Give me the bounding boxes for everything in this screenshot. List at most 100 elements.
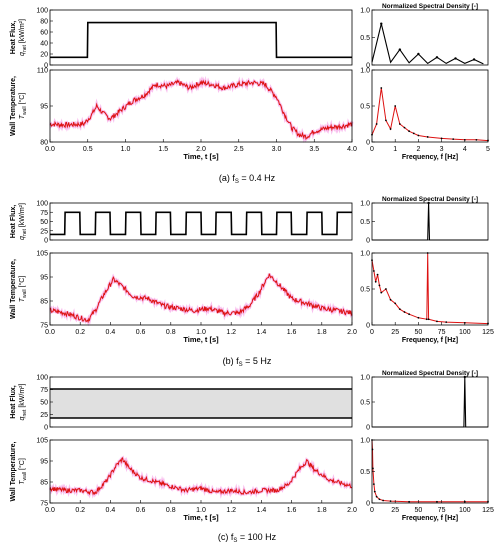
spectrum-top-series bbox=[372, 376, 488, 428]
x-tick-label: 4.0 bbox=[347, 146, 357, 153]
x-tick-label: 75 bbox=[438, 329, 446, 336]
heat-flux-panel: 0 25 50 75 100 Heat Flux, qnet [kW/m²] bbox=[10, 375, 353, 432]
spectrum-bottom-point bbox=[389, 500, 392, 503]
y-tick-label: 0.5 bbox=[360, 35, 370, 42]
spectrum-bottom-series bbox=[371, 439, 488, 503]
heat-flux-series bbox=[50, 21, 352, 59]
x-tick-label: 1 bbox=[393, 146, 397, 153]
spectrum-bottom-point bbox=[425, 318, 428, 321]
heat-flux-frame bbox=[49, 9, 353, 66]
spectrum-bottom-point bbox=[374, 280, 377, 283]
y-axis-label: Heat Flux, bbox=[10, 21, 17, 55]
y-tick-label: 95 bbox=[40, 275, 48, 282]
y-tick-label: 0 bbox=[366, 238, 370, 245]
y-tick-label: 75 bbox=[40, 501, 48, 508]
y-tick-label: 100 bbox=[36, 8, 48, 15]
y-tick-label: 1.0 bbox=[360, 375, 370, 382]
spectrum-top-frame bbox=[371, 376, 489, 428]
spectrum-bottom-point bbox=[475, 138, 478, 141]
y-tick-label: 25 bbox=[40, 412, 48, 419]
x-tick-label: 125 bbox=[482, 507, 494, 514]
spectrum-bottom-point bbox=[376, 273, 379, 276]
spectrum-x-axis-label: Frequency, f [Hz] bbox=[402, 515, 458, 522]
spectrum-bottom-point bbox=[417, 134, 420, 137]
x-tick-label: 1.2 bbox=[226, 507, 236, 514]
y-tick-label: 0 bbox=[366, 425, 370, 432]
x-tick-label: 50 bbox=[415, 329, 423, 336]
x-tick-label: 2 bbox=[416, 146, 420, 153]
spectrum-top-panel: 0 0.5 1.0 Normalized Spectral Density [-] bbox=[360, 370, 489, 432]
y-tick-label: 0.5 bbox=[360, 400, 370, 407]
x-tick-label: 0 bbox=[370, 329, 374, 336]
y-tick-label: 60 bbox=[40, 30, 48, 37]
x-tick-label: 0.4 bbox=[106, 329, 116, 336]
spectrum-bottom-point bbox=[445, 321, 448, 324]
wall-temperature-envelope bbox=[49, 273, 353, 327]
y-tick-label: 1.0 bbox=[360, 438, 370, 445]
y-axis-label-symbol: qnet [kW/m²] bbox=[19, 19, 28, 56]
y-tick-label: 1.0 bbox=[360, 8, 370, 15]
spectrum-bottom-point bbox=[378, 284, 381, 287]
spectrum-bottom-frame bbox=[371, 69, 489, 143]
heat-flux-panel: 0 25 50 75 100 Heat Flux, qnet [kW/m²] bbox=[10, 201, 353, 245]
y-tick-label: 25 bbox=[40, 228, 48, 235]
spectrum-bottom-point bbox=[385, 288, 387, 290]
x-tick-label: 1.5 bbox=[158, 146, 168, 153]
x-tick-label: 3.0 bbox=[272, 146, 282, 153]
x-tick-label: 25 bbox=[391, 507, 399, 514]
spectrum-bottom-frame bbox=[371, 252, 489, 326]
spectrum-bottom-panel: 0 0.5 1.0 0 1 2 3 4 5 Frequency, f [Hz] bbox=[360, 68, 490, 162]
spectrum-top-panel: 0 0.5 1.0 Normalized Spectral Density [-] bbox=[360, 196, 489, 245]
x-tick-label: 125 bbox=[482, 329, 494, 336]
x-tick-label: 0.4 bbox=[106, 507, 116, 514]
x-tick-label: 0 bbox=[370, 507, 374, 514]
panel-caption: (c) fS = 100 Hz bbox=[218, 532, 277, 544]
x-tick-label: 3.5 bbox=[309, 146, 319, 153]
x-axis-label: Time, t [s] bbox=[183, 513, 219, 522]
y-tick-label: 100 bbox=[36, 201, 48, 208]
x-tick-label: 100 bbox=[459, 329, 471, 336]
spectrum-bottom-point bbox=[378, 498, 381, 501]
x-tick-label: 25 bbox=[391, 329, 399, 336]
x-tick-label: 0.0 bbox=[45, 146, 55, 153]
spectrum-bottom-point bbox=[385, 119, 387, 122]
spectrum-bottom-point bbox=[408, 500, 411, 503]
y-tick-label: 100 bbox=[36, 375, 48, 382]
y-axis-label: Heat Flux, bbox=[10, 385, 17, 419]
x-tick-label: 0.6 bbox=[136, 329, 146, 336]
y-axis-label: Wall Temperature, bbox=[10, 76, 17, 136]
spectrum-top-point bbox=[435, 56, 439, 59]
y-tick-label: 80 bbox=[40, 140, 48, 147]
spectrum-bottom-point bbox=[382, 499, 385, 502]
y-tick-label: 1.0 bbox=[360, 68, 370, 75]
y-axis-label-symbol: qnet [kW/m²] bbox=[19, 203, 28, 240]
heat-flux-panel: 0 20 40 60 80 100 Heat Flux, qnet [kW/m²] bbox=[10, 8, 353, 70]
x-tick-label: 1.0 bbox=[196, 507, 206, 514]
y-axis-label-symbol: Twall [°C] bbox=[18, 458, 28, 485]
x-tick-label: 0.2 bbox=[75, 507, 85, 514]
x-tick-label: 2.0 bbox=[347, 329, 357, 336]
spectrum-top-series bbox=[371, 23, 484, 65]
y-tick-label: 0 bbox=[44, 238, 48, 245]
y-tick-label: 80 bbox=[40, 19, 48, 26]
spectrum-bottom-series bbox=[371, 87, 489, 142]
y-axis-label: Wall Temperature, bbox=[10, 441, 17, 501]
x-tick-label: 0.0 bbox=[45, 507, 55, 514]
spectrum-top-frame bbox=[371, 202, 489, 241]
spectral-title: Normalized Spectral Density [-] bbox=[382, 370, 478, 377]
y-tick-label: 85 bbox=[40, 480, 48, 487]
x-tick-label: 3 bbox=[440, 146, 444, 153]
x-tick-label: 1.4 bbox=[257, 507, 267, 514]
y-tick-label: 0.5 bbox=[360, 469, 370, 476]
wall-temperature-panel: 80 95 110 0.0 0.5 1.0 1.5 2.0 2.5 3.0 3.5 4.0 Wall T… bbox=[10, 68, 357, 162]
x-tick-label: 1.0 bbox=[121, 146, 131, 153]
spectrum-bottom-point bbox=[426, 136, 429, 138]
y-tick-label: 50 bbox=[40, 400, 48, 407]
spectrum-bottom-point bbox=[389, 298, 392, 301]
spectrum-top-point bbox=[454, 57, 457, 60]
spectrum-bottom-point bbox=[408, 313, 411, 316]
spectrum-bottom-point bbox=[403, 311, 406, 313]
y-tick-label: 75 bbox=[40, 387, 48, 394]
spectrum-bottom-series bbox=[371, 252, 489, 325]
y-axis-label-symbol: Twall [°C] bbox=[18, 93, 28, 120]
